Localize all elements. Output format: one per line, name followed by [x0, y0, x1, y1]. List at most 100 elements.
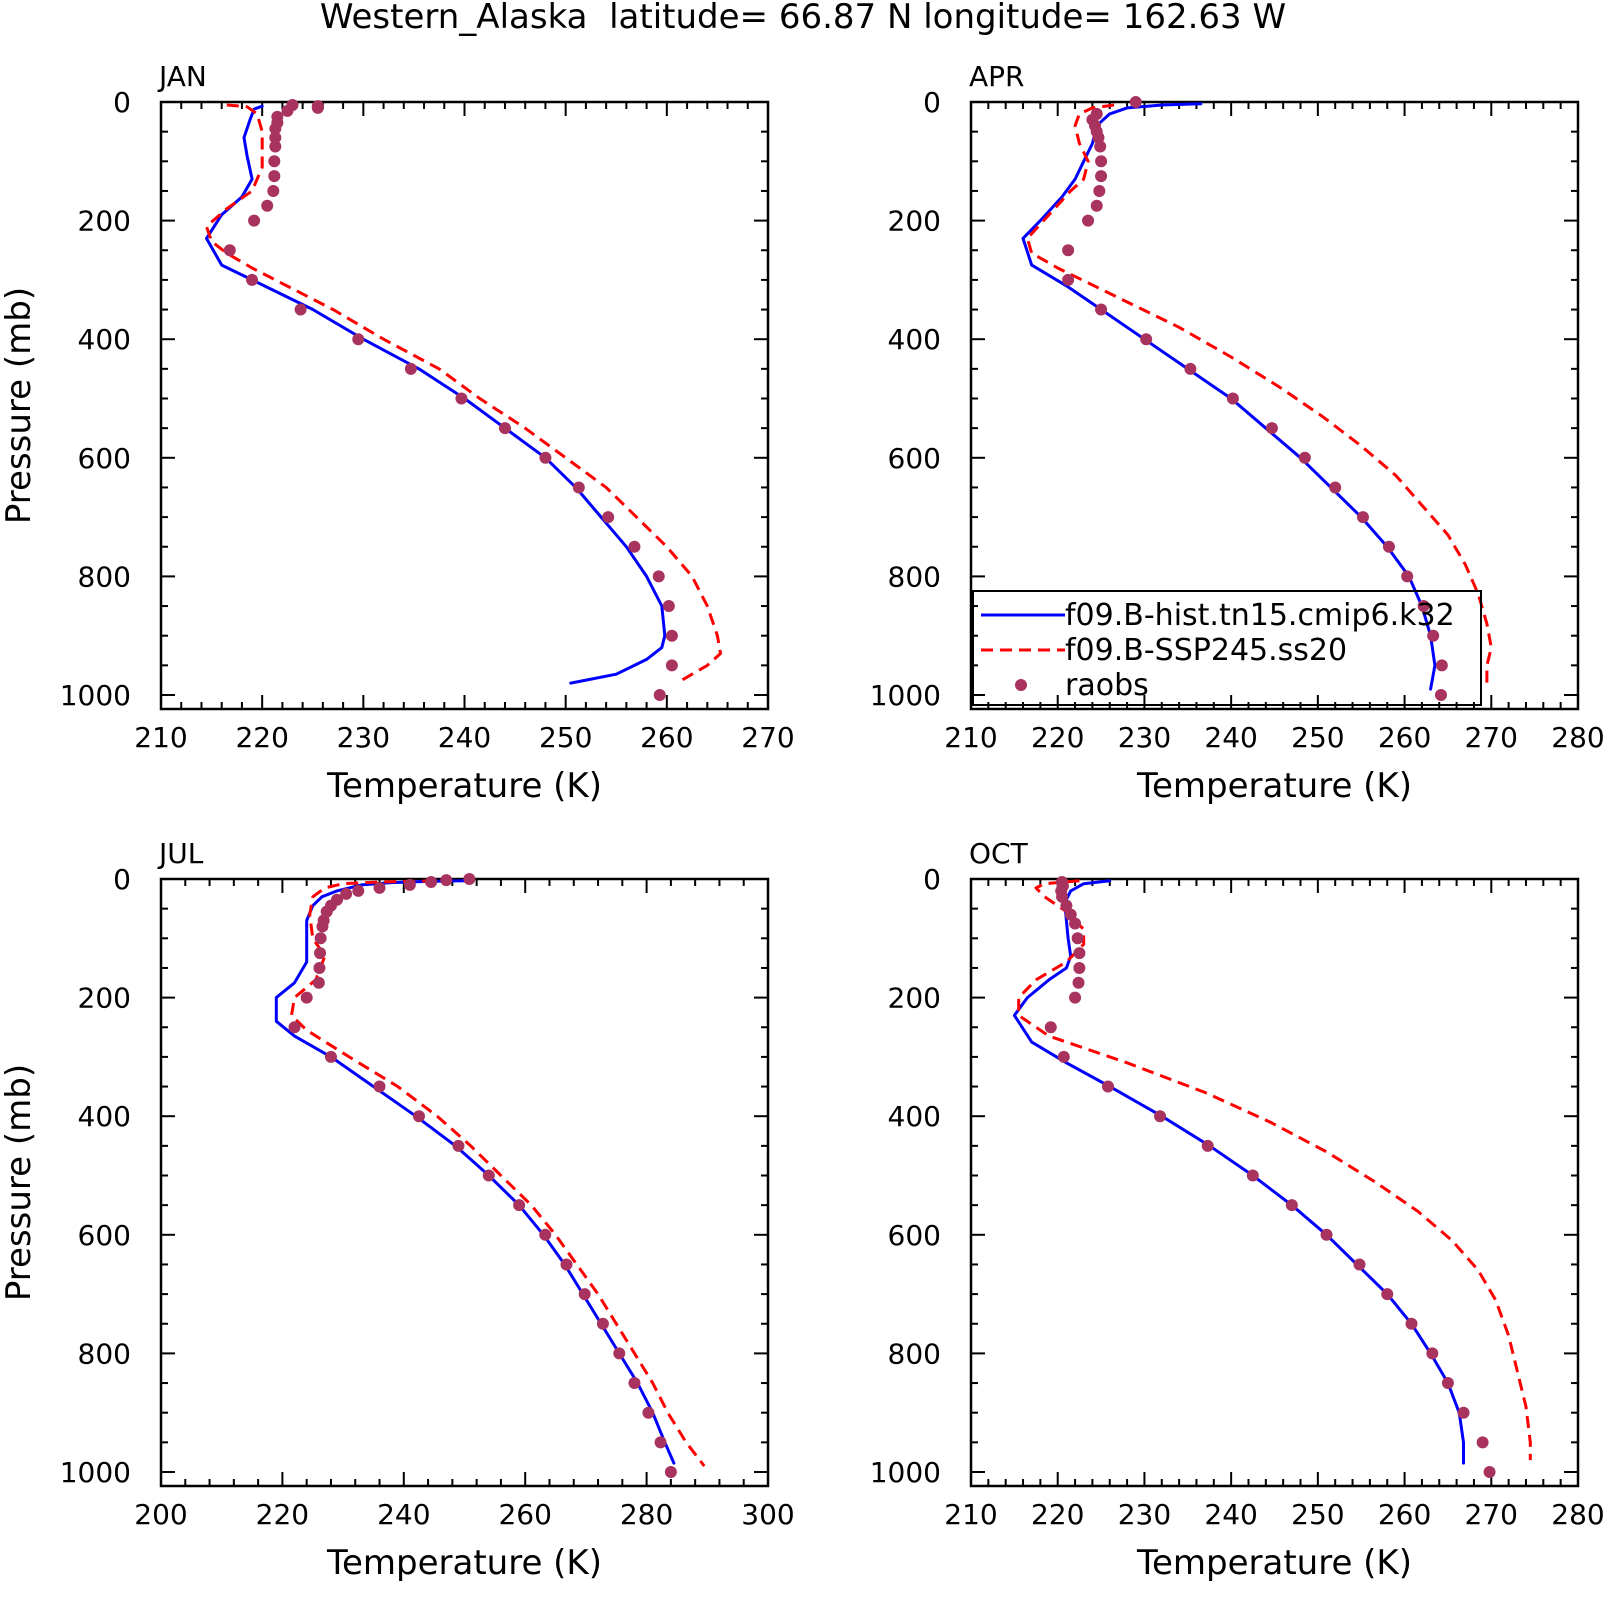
- raobs-point: [281, 104, 294, 117]
- ssp-series-line: [290, 879, 706, 1468]
- raobs-point: [628, 540, 641, 553]
- raobs-point: [352, 333, 365, 346]
- raobs-point: [1417, 600, 1430, 613]
- plot-frame: [969, 877, 1580, 1488]
- x-tick-label: 280: [1551, 721, 1604, 754]
- panel-label: JUL: [157, 837, 204, 870]
- raobs-point: [652, 570, 665, 583]
- ssp-series-line: [1025, 103, 1493, 684]
- raobs-point: [1476, 1436, 1489, 1449]
- raobs-point: [1457, 1406, 1470, 1419]
- raobs-point: [539, 451, 552, 464]
- y-tick-label: 400: [888, 323, 941, 356]
- raobs-point: [223, 244, 236, 257]
- raobs-point: [539, 1228, 552, 1241]
- raobs-point: [1353, 1258, 1366, 1271]
- y-tick-label: 600: [888, 442, 941, 475]
- raobs-point: [463, 873, 476, 885]
- raobs-point: [613, 1347, 626, 1360]
- raobs-point: [373, 881, 386, 894]
- raobs-point: [1184, 362, 1197, 375]
- panel-jan: 210 220 230 240 250 260 270 0 200 400 600 800 1000 JA…: [0, 60, 795, 806]
- y-tick-label: 800: [78, 1337, 131, 1370]
- raobs-point: [1082, 214, 1095, 227]
- raobs-point: [1095, 170, 1108, 183]
- raobs-point: [1405, 1317, 1418, 1330]
- raobs-point: [1044, 1021, 1057, 1034]
- raobs-point: [294, 303, 307, 316]
- x-tick-label: 240: [377, 1498, 430, 1531]
- x-axis-label: Temperature (K): [1136, 766, 1412, 806]
- y-tick-label: 0: [113, 863, 131, 896]
- raobs-point: [412, 1110, 425, 1123]
- raobs-point: [1094, 140, 1107, 153]
- plot-frame: [159, 877, 770, 1488]
- x-axis-label: Temperature (K): [1136, 1543, 1412, 1583]
- raobs-point: [312, 976, 325, 989]
- y-tick-label: 200: [78, 982, 131, 1015]
- raobs-point: [268, 155, 281, 168]
- x-tick-label: 220: [1031, 721, 1084, 754]
- x-tick-label: 300: [741, 1498, 794, 1531]
- raobs-point: [311, 101, 324, 114]
- x-tick-label: 200: [134, 1498, 187, 1531]
- raobs-point: [628, 1377, 641, 1390]
- raobs-point: [1069, 991, 1082, 1004]
- raobs-point: [269, 122, 282, 135]
- raobs-point: [1434, 689, 1447, 701]
- legend-label: f09.B-hist.tn15.cmip6.k32: [1065, 598, 1455, 633]
- x-tick-label: 240: [1204, 1498, 1257, 1531]
- raobs-point: [1090, 199, 1103, 212]
- raobs-point: [1073, 947, 1086, 960]
- hist-series-line: [205, 104, 667, 685]
- raobs-point: [578, 1288, 591, 1301]
- raobs-point: [1102, 1080, 1115, 1093]
- raobs-point: [1071, 932, 1084, 945]
- y-tick-label: 0: [923, 863, 941, 896]
- raobs-point: [269, 131, 282, 144]
- plot-frame: [969, 100, 1580, 711]
- raobs-point: [288, 1021, 301, 1034]
- data-layer: [1021, 96, 1493, 701]
- raobs-point: [300, 991, 313, 1004]
- raobs-point: [1095, 303, 1108, 316]
- raobs-point: [1298, 451, 1311, 464]
- y-tick-label: 400: [888, 1100, 941, 1133]
- raobs-point: [267, 184, 280, 197]
- y-tick-label: 200: [78, 205, 131, 238]
- raobs-point: [1092, 131, 1105, 144]
- panel-label: OCT: [969, 837, 1029, 870]
- panel-label: JAN: [157, 60, 207, 93]
- raobs-point: [425, 875, 438, 888]
- y-tick-label: 0: [923, 86, 941, 119]
- raobs-point: [452, 1139, 465, 1152]
- raobs-point: [1062, 244, 1075, 257]
- panel-oct: 210 220 230 240 250 260 270 280 0 200 400 600 800 100…: [870, 837, 1605, 1583]
- raobs-point: [1435, 659, 1448, 672]
- raobs-point: [1064, 908, 1077, 921]
- y-tick-label: 800: [888, 560, 941, 593]
- legend-box: [972, 590, 1482, 706]
- raobs-point: [596, 1317, 609, 1330]
- y-tick-label: 1000: [60, 679, 131, 712]
- raobs-point: [654, 1436, 667, 1449]
- x-tick-label: 240: [438, 721, 491, 754]
- x-axis-label: Temperature (K): [326, 1543, 602, 1583]
- data-layer: [205, 98, 722, 701]
- y-tick-label: 600: [78, 1219, 131, 1252]
- x-tick-label: 210: [134, 721, 187, 754]
- raobs-point: [664, 1466, 677, 1478]
- raobs-point: [1427, 629, 1440, 642]
- raobs-point: [1129, 96, 1142, 108]
- raobs-point: [246, 273, 259, 286]
- x-tick-label: 220: [1031, 1498, 1084, 1531]
- raobs-point: [316, 920, 329, 933]
- raobs-point: [482, 1169, 495, 1182]
- raobs-point: [314, 932, 327, 945]
- y-tick-label: 1000: [870, 679, 941, 712]
- y-tick-label: 600: [888, 1219, 941, 1252]
- panel-label: APR: [969, 60, 1025, 93]
- figure-title: Western_Alaska latitude= 66.87 N longitu…: [320, 0, 1286, 37]
- raobs-point: [653, 689, 666, 701]
- raobs-point: [1426, 1347, 1439, 1360]
